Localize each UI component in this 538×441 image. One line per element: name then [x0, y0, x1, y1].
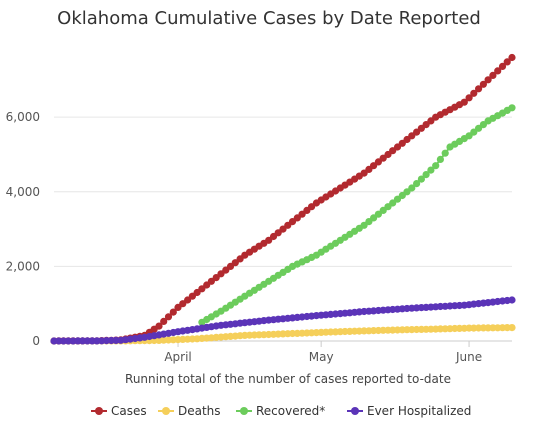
y-tick-label: 0 — [32, 334, 40, 348]
data-point — [370, 162, 378, 170]
series-recovered — [198, 104, 516, 326]
data-point — [169, 308, 177, 316]
series-line — [53, 56, 513, 342]
data-point — [498, 62, 507, 70]
data-point — [475, 85, 483, 93]
data-point — [374, 210, 382, 218]
y-tick-label: 4,000 — [6, 185, 40, 199]
series-cases — [50, 53, 516, 345]
data-point — [413, 180, 421, 188]
axis-layer: 0 2,000 4,000 6,000 April May June — [6, 110, 482, 364]
legend-item: Deaths — [158, 404, 221, 418]
data-point — [155, 322, 163, 330]
data-point — [403, 188, 411, 196]
data-point — [198, 285, 206, 293]
data-point — [503, 58, 511, 66]
data-point — [508, 296, 516, 304]
data-point — [508, 324, 516, 332]
legend-item: Cases — [91, 404, 147, 418]
data-point — [417, 175, 425, 183]
x-axis-label: Running total of the number of cases rep… — [125, 372, 451, 386]
data-point — [279, 225, 287, 233]
data-point — [212, 274, 220, 282]
data-point — [231, 259, 239, 267]
legend-item: Recovered* — [236, 404, 325, 418]
data-point — [460, 98, 468, 106]
legend-label: Ever Hospitalized — [367, 404, 471, 418]
data-point — [408, 184, 416, 192]
legend-swatch-dot — [240, 407, 248, 415]
data-point — [479, 80, 487, 88]
legend-label: Cases — [111, 404, 147, 418]
data-point — [427, 166, 435, 174]
data-point — [265, 236, 273, 244]
data-point — [389, 199, 397, 207]
data-point — [413, 128, 421, 136]
legend-label: Recovered* — [256, 404, 325, 418]
data-point — [298, 210, 306, 218]
data-point — [508, 53, 516, 62]
x-tick-label: June — [455, 350, 482, 364]
data-point — [489, 71, 497, 79]
data-point — [422, 171, 430, 179]
y-tick-label: 2,000 — [6, 259, 40, 273]
data-point — [184, 296, 192, 304]
legend-swatch-dot — [351, 407, 359, 415]
data-point — [508, 104, 516, 112]
y-tick-label: 6,000 — [6, 110, 40, 124]
series-ever-hospitalized — [50, 296, 516, 345]
legend-swatch-dot — [95, 407, 103, 415]
data-point — [160, 317, 168, 325]
data-point — [484, 76, 492, 84]
data-point — [465, 94, 473, 102]
data-point — [436, 155, 444, 163]
x-tick-label: May — [309, 350, 334, 364]
data-point — [470, 128, 478, 136]
data-point — [441, 149, 449, 157]
legend-item: Ever Hospitalized — [347, 404, 471, 418]
data-point — [432, 162, 440, 170]
data-point — [494, 67, 502, 75]
data-point — [470, 89, 478, 97]
x-tick-label: April — [164, 350, 191, 364]
chart-title: Oklahoma Cumulative Cases by Date Report… — [57, 8, 481, 29]
legend-swatch-dot — [162, 407, 170, 415]
legend: Cases Deaths Recovered* Ever Hospitalized — [91, 404, 471, 418]
data-point — [164, 313, 173, 321]
series-layer — [50, 53, 516, 345]
legend-label: Deaths — [178, 404, 221, 418]
